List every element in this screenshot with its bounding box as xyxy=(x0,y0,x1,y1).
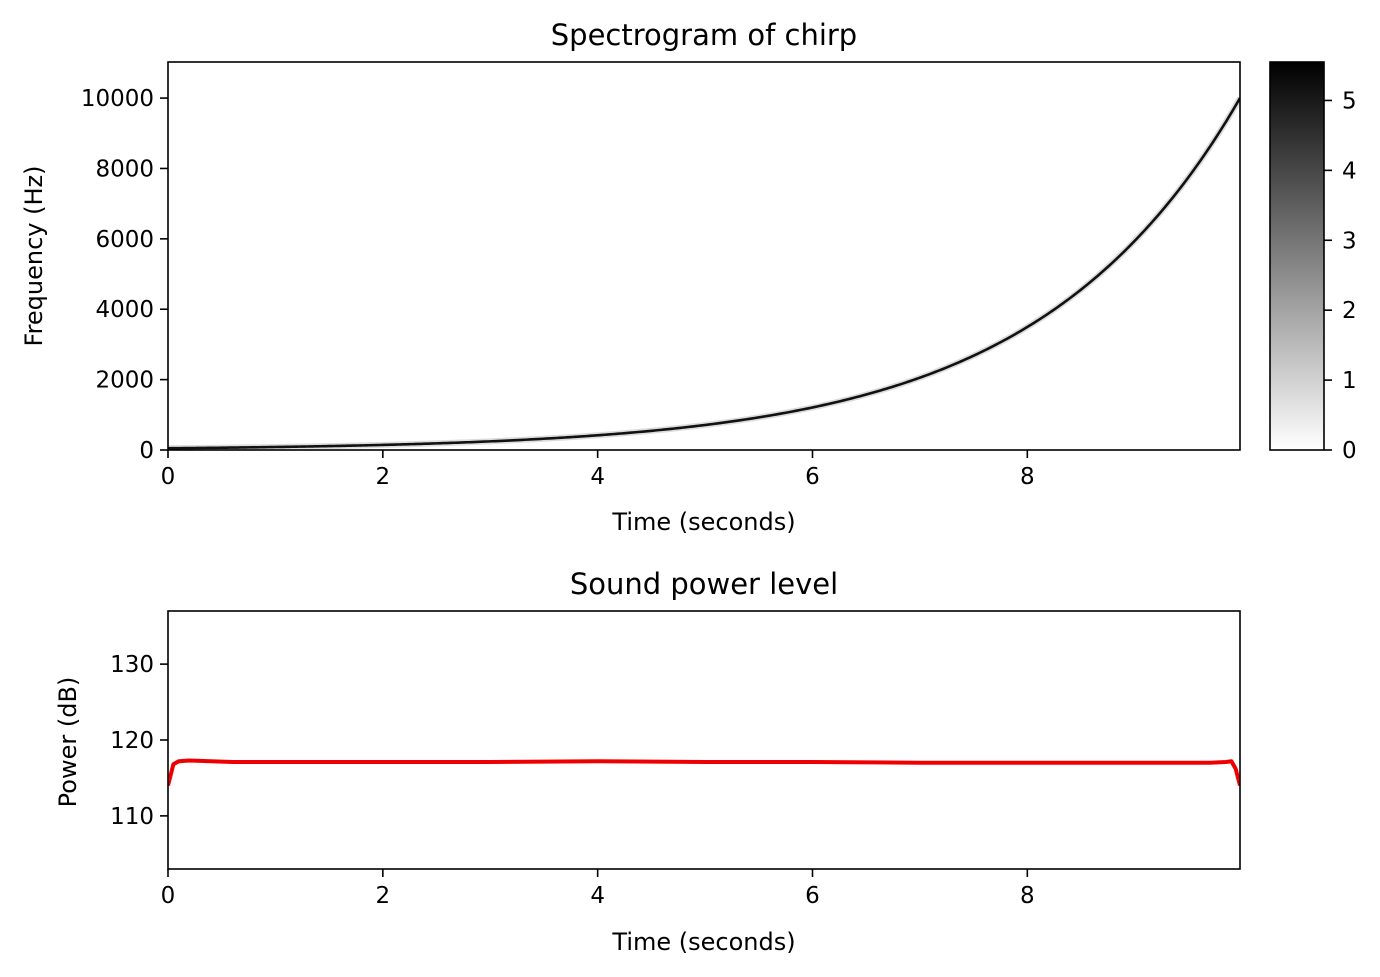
spectrogram-x-tick-label: 8 xyxy=(1020,464,1035,490)
spectrogram-y-tick-label: 4000 xyxy=(95,297,154,323)
power-title: Sound power level xyxy=(570,567,838,601)
power-y-tick-label: 110 xyxy=(110,804,154,830)
power-marks xyxy=(168,758,1240,787)
spectrogram-title: Spectrogram of chirp xyxy=(551,18,857,52)
colorbar-tick-label: 5 xyxy=(1342,88,1357,114)
power-x-ticks: 0 2 4 6 8 xyxy=(161,869,1035,909)
colorbar-tick-label: 2 xyxy=(1342,298,1357,324)
spectrogram-y-tick-label: 2000 xyxy=(95,368,154,394)
spectrogram-panel: Spectrogram of chirp 0 2 4 6 8 0 2000 4000 6000… xyxy=(20,18,1241,536)
spectrogram-x-axis-label: Time (seconds) xyxy=(611,508,795,536)
colorbar-tick-label: 0 xyxy=(1342,438,1357,464)
power-plot-area xyxy=(168,611,1240,869)
spectrogram-x-tick-label: 2 xyxy=(376,464,391,490)
colorbar-tick-label: 1 xyxy=(1342,368,1357,394)
colorbar-gradient xyxy=(1270,62,1324,450)
power-x-tick-label: 8 xyxy=(1020,883,1035,909)
colorbar-tick-label: 3 xyxy=(1342,228,1357,254)
spectrogram-y-ticks: 0 2000 4000 6000 8000 10000 xyxy=(81,86,168,464)
spectrogram-x-tick-label: 0 xyxy=(161,464,176,490)
spectrogram-frame xyxy=(167,61,1241,451)
colorbar: 0 1 2 3 4 5 xyxy=(1269,61,1357,464)
spectrogram-y-tick-label: 8000 xyxy=(95,156,154,182)
colorbar-tick-label: 4 xyxy=(1342,158,1357,184)
colorbar-ticks: 0 1 2 3 4 5 xyxy=(1324,88,1357,464)
power-y-tick-label: 130 xyxy=(110,652,154,678)
power-x-tick-label: 4 xyxy=(590,883,605,909)
colorbar-frame xyxy=(1269,61,1325,451)
power-y-ticks: 110 120 130 xyxy=(110,652,168,830)
power-x-tick-label: 6 xyxy=(805,883,820,909)
spectrogram-x-tick-label: 4 xyxy=(590,464,605,490)
spectrogram-x-tick-label: 6 xyxy=(805,464,820,490)
spectrogram-y-tick-label: 6000 xyxy=(95,227,154,253)
power-x-tick-label: 2 xyxy=(376,883,391,909)
chirp-trace xyxy=(168,97,1240,450)
power-x-tick-label: 0 xyxy=(161,883,176,909)
spectrogram-marks xyxy=(168,96,1240,450)
power-x-axis-label: Time (seconds) xyxy=(611,928,795,956)
spectrogram-plot-area xyxy=(168,62,1240,450)
power-y-tick-label: 120 xyxy=(110,728,154,754)
spectrogram-y-tick-label: 10000 xyxy=(81,86,154,112)
spectrogram-x-ticks: 0 2 4 6 8 xyxy=(161,450,1035,490)
power-panel: Sound power level 0 2 4 6 8 110 120 130 Time (… xyxy=(54,567,1241,956)
power-y-axis-label: Power (dB) xyxy=(54,677,82,808)
spectrogram-y-axis-label: Frequency (Hz) xyxy=(20,166,48,347)
spectrogram-y-tick-label: 0 xyxy=(139,438,154,464)
power-series-line xyxy=(168,758,1240,787)
